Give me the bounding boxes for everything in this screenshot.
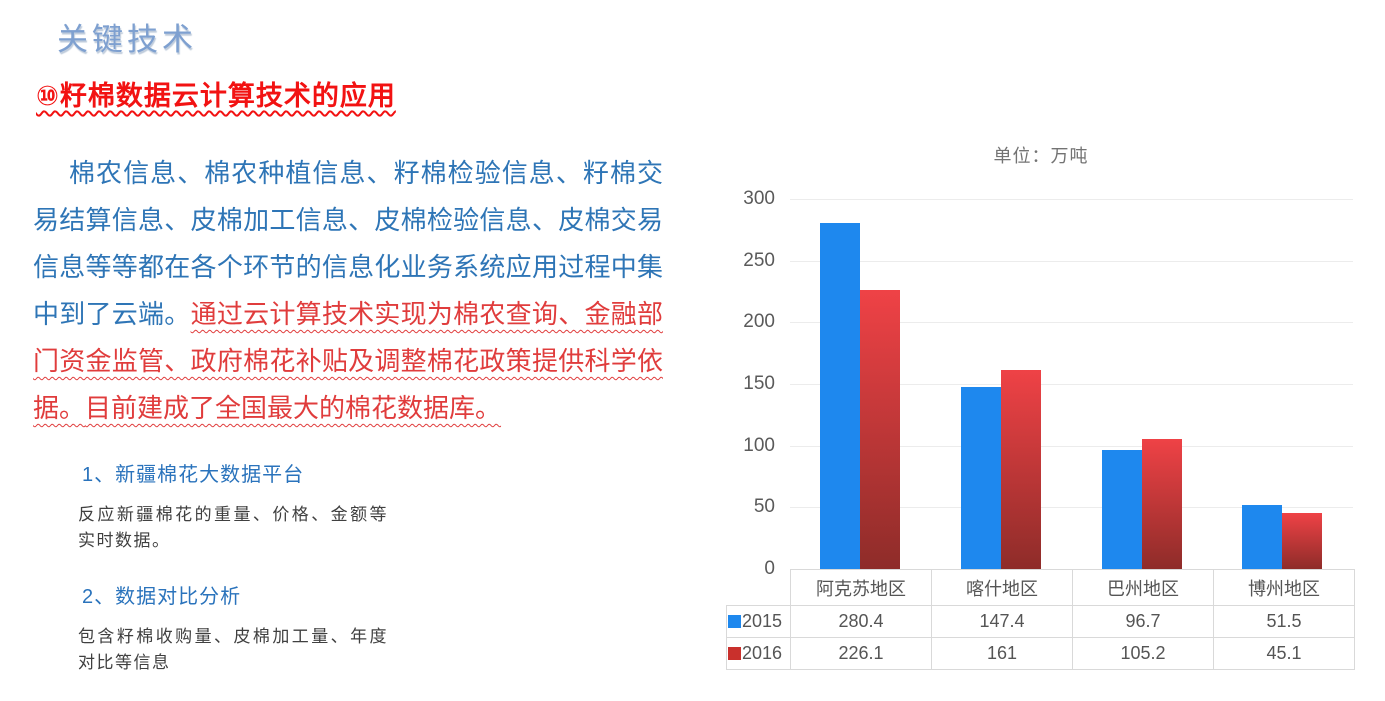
table-category-cell: 博州地区	[1213, 569, 1355, 606]
chart-title: 单位：万吨	[993, 146, 1089, 166]
table-category-cell: 巴州地区	[1072, 569, 1214, 606]
y-axis-tick-label: 150	[743, 373, 775, 394]
bar-group	[1212, 199, 1353, 569]
table-value-cell: 105.2	[1072, 637, 1214, 670]
y-axis-tick-label: 200	[743, 311, 775, 333]
chart-data-table: 阿克苏地区 喀什地区 巴州地区 博州地区 2015 280.4 147.4 96.7 51.5 2…	[726, 569, 1355, 670]
subsection-big-data-platform: 1、新疆棉花大数据平台 反应新疆棉花的重量、价格、金额等实时数据。	[78, 458, 438, 554]
bar-2015	[960, 387, 1001, 569]
bar-2016	[1141, 439, 1182, 569]
subsection-data-comparison: 2、数据对比分析 包含籽棉收购量、皮棉加工量、年度对比等信息	[78, 580, 438, 676]
table-category-cell: 阿克苏地区	[790, 569, 932, 606]
y-axis-tick-label: 0	[764, 558, 775, 579]
bar-group	[790, 199, 931, 569]
bar-2015	[820, 223, 860, 569]
legend-cell-2015: 2015	[726, 605, 791, 638]
table-value-cell: 96.7	[1072, 605, 1214, 638]
subsection-2-body: 包含籽棉收购量、皮棉加工量、年度对比等信息	[78, 627, 388, 672]
table-value-cell: 147.4	[931, 605, 1073, 638]
chart-plot-area	[790, 199, 1353, 569]
bar-2016	[860, 290, 900, 569]
table-value-cell: 161	[931, 637, 1073, 670]
paragraph-blue-text: 棉农信息、棉农种植信息、籽棉检验信息、籽棉交易结算信息、皮棉加工信息、皮棉检验信…	[33, 158, 663, 329]
grid-line	[790, 322, 1353, 324]
legend-label-2016: 2016	[742, 643, 783, 663]
paragraph-red-text: 通过云计算技术实现为棉农查询、金融部门资金监管、政府棉花补贴及调整棉花政策提供科…	[33, 299, 663, 423]
y-axis-tick-label: 100	[743, 434, 775, 456]
table-value-cell: 45.1	[1213, 637, 1355, 670]
table-series-row-2016: 2016 226.1 161 105.2 45.1	[726, 637, 1355, 670]
topic-heading: ⑩籽棉数据云计算技术的应用	[36, 81, 396, 111]
table-value-cell: 226.1	[790, 637, 932, 670]
table-series-row-2015: 2015 280.4 147.4 96.7 51.5	[726, 605, 1355, 638]
y-axis-tick-label: 250	[743, 249, 775, 271]
paragraph-red-text-2: 目前建成了全国最大的棉花数据库。	[85, 393, 502, 423]
legend-swatch-2016	[728, 647, 741, 660]
bar-group	[1072, 199, 1213, 569]
bar-2016	[1000, 370, 1041, 569]
grid-line	[790, 199, 1353, 200]
grid-line	[790, 507, 1353, 509]
grid-line	[790, 384, 1353, 385]
bar-chart: 单位：万吨 阿克苏地区 喀什地区 巴州地区 博州地区 2015 280.4 147.4 96.…	[726, 140, 1356, 675]
y-axis-tick-label: 300	[743, 188, 775, 209]
subsection-1-heading: 1、新疆棉花大数据平台	[82, 464, 305, 486]
table-value-cell: 51.5	[1213, 605, 1355, 638]
legend-swatch-2015	[728, 615, 741, 628]
page-title: 关键技术	[57, 22, 197, 57]
subsection-1-body: 反应新疆棉花的重量、价格、金额等实时数据。	[78, 505, 388, 550]
grid-line	[790, 260, 1353, 262]
bar-2015	[1242, 505, 1283, 569]
bar-2016	[1282, 513, 1323, 569]
subsection-2-heading: 2、数据对比分析	[82, 586, 242, 608]
legend-cell-2016: 2016	[726, 637, 791, 670]
table-header-row: 阿克苏地区 喀什地区 巴州地区 博州地区	[727, 569, 1355, 606]
bar-group	[931, 199, 1072, 569]
y-axis-tick-label: 50	[753, 496, 775, 518]
body-paragraph: 棉农信息、棉农种植信息、籽棉检验信息、籽棉交易结算信息、皮棉加工信息、皮棉检验信…	[33, 150, 663, 432]
table-category-cell: 喀什地区	[931, 569, 1073, 606]
legend-label-2015: 2015	[742, 611, 783, 631]
table-value-cell: 280.4	[790, 605, 932, 638]
grid-line	[790, 445, 1353, 447]
bar-2015	[1101, 449, 1142, 569]
